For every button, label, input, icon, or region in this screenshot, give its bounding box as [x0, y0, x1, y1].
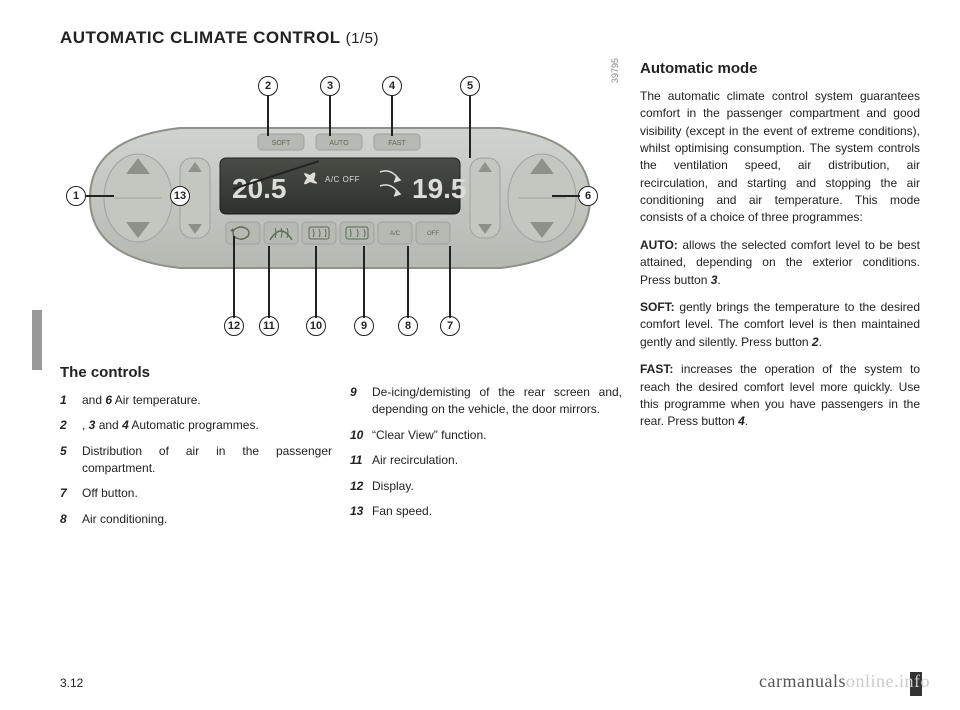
auto-auto: AUTO: allows the selected comfort level … — [640, 237, 920, 289]
lcd-ac-text: A/C OFF — [325, 175, 360, 184]
controls-heading: The controls — [60, 362, 332, 384]
title-sub: (1/5) — [346, 30, 379, 47]
air-distribution-rocker[interactable] — [470, 158, 500, 238]
soft-label: SOFT — [272, 140, 291, 147]
control-panel-illustration: SOFT AUTO FAST 20.5 — [80, 78, 600, 318]
control-entry: 5 Distribution of air in the passenger c… — [60, 443, 332, 478]
leader-1 — [86, 195, 114, 197]
page-number: 3.12 — [60, 676, 83, 690]
watermark: carmanualsonline.info — [759, 671, 930, 692]
callout-11: 11 — [259, 316, 279, 336]
control-entry: 10 “Clear View” function. — [350, 427, 622, 444]
controls-col-1: The controls 1 and 6 Air temperature. 2 … — [60, 362, 350, 536]
control-entry: 2 , 3 and 4 Automatic programmes. — [60, 417, 332, 434]
callout-3: 3 — [320, 76, 340, 96]
callout-8: 8 — [398, 316, 418, 336]
auto-heading: Automatic mode — [640, 58, 920, 80]
control-entry: 11 Air recirculation. — [350, 452, 622, 469]
front-defrost-button[interactable] — [264, 222, 298, 244]
off-btn-label: OFF — [427, 231, 439, 237]
leader-9 — [363, 246, 365, 318]
callout-5: 5 — [460, 76, 480, 96]
section-tab — [32, 310, 42, 370]
left-temp-rocker[interactable] — [104, 154, 172, 242]
leader-8 — [407, 246, 409, 318]
control-entry: 7 Off button. — [60, 485, 332, 502]
control-entry: 12 Display. — [350, 478, 622, 495]
callout-7: 7 — [440, 316, 460, 336]
leader-4 — [391, 96, 393, 136]
figure: 39795 — [60, 58, 620, 358]
title-main: AUTOMATIC CLIMATE CONTROL — [60, 28, 340, 47]
callout-10: 10 — [306, 316, 326, 336]
page-title: AUTOMATIC CLIMATE CONTROL (1/5) — [60, 28, 920, 48]
controls-col-2: 9 De-icing/demisting of the rear screen … — [350, 362, 640, 536]
auto-fast: FAST: increases the operation of the sys… — [640, 361, 920, 431]
rear-defrost-button[interactable] — [340, 222, 374, 244]
callout-4: 4 — [382, 76, 402, 96]
auto-soft: SOFT: gently brings the temperature to t… — [640, 299, 920, 351]
leader-10 — [315, 246, 317, 318]
leader-3 — [329, 96, 331, 136]
figure-id: 39795 — [610, 58, 620, 83]
control-entry: 9 De-icing/demisting of the rear screen … — [350, 384, 622, 419]
clear-view-button[interactable] — [302, 222, 336, 244]
leader-5 — [469, 96, 471, 158]
control-entry: 8 Air conditioning. — [60, 511, 332, 528]
recirc-button[interactable] — [226, 222, 260, 244]
callout-13: 13 — [170, 186, 190, 206]
callout-9: 9 — [354, 316, 374, 336]
control-entry: 1 and 6 Air temperature. — [60, 392, 332, 409]
leader-2 — [267, 96, 269, 136]
fast-label: FAST — [388, 140, 406, 147]
leader-6 — [552, 195, 580, 197]
ac-btn-label: A/C — [390, 231, 401, 237]
auto-label: AUTO — [329, 140, 349, 147]
callout-2: 2 — [258, 76, 278, 96]
control-entry: 13 Fan speed. — [350, 503, 622, 520]
lcd-right-temp: 19.5 — [412, 173, 467, 204]
callout-1: 1 — [66, 186, 86, 206]
leader-7 — [449, 246, 451, 318]
leader-11 — [268, 246, 270, 318]
callout-6: 6 — [578, 186, 598, 206]
leader-12a — [233, 236, 235, 318]
automatic-mode-column: Automatic mode The automatic climate con… — [640, 58, 920, 536]
callout-12: 12 — [224, 316, 244, 336]
auto-intro: The automatic climate control system gua… — [640, 88, 920, 227]
lcd-left-temp: 20.5 — [232, 173, 287, 204]
right-temp-rocker[interactable] — [508, 154, 576, 242]
